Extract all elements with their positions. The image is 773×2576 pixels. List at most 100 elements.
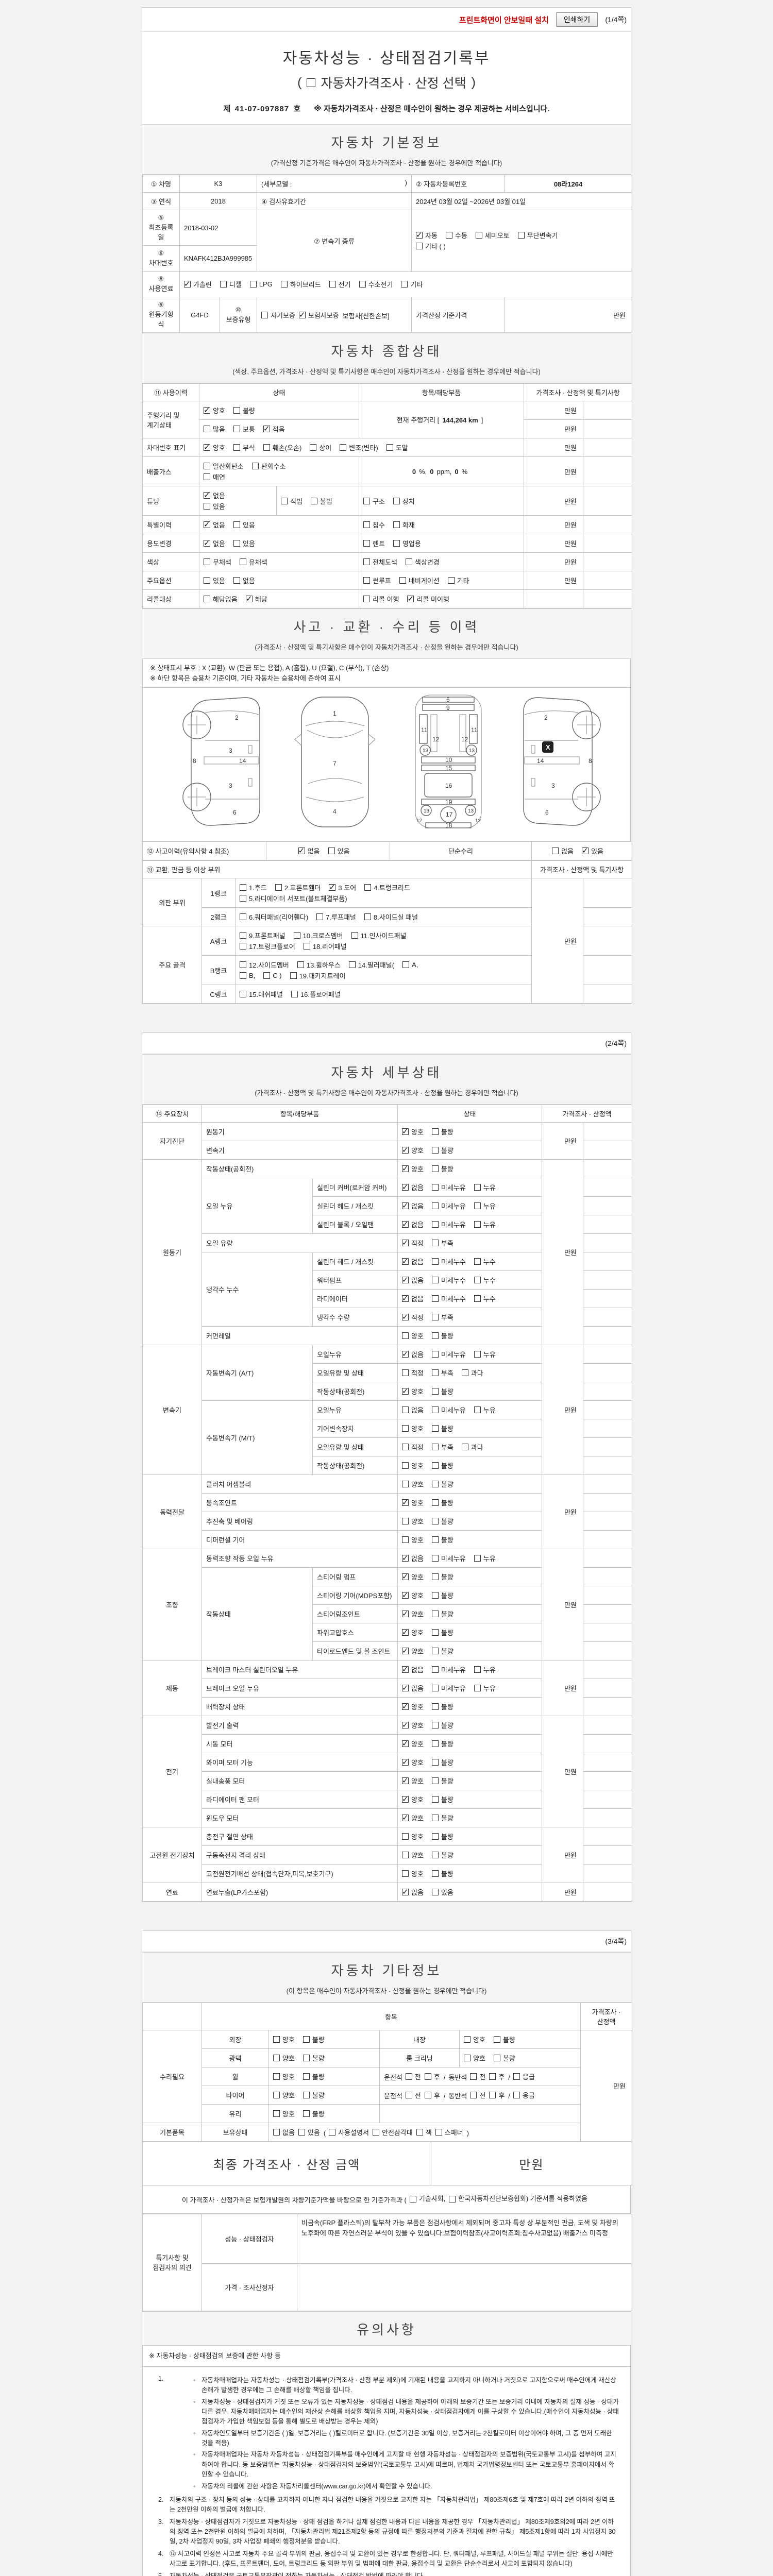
checkbox-option[interactable]: 8.사이드실 패널 [364,912,418,922]
checkbox[interactable] [474,1295,481,1302]
checkbox-option[interactable]: 없음 [402,1683,424,1693]
checkbox[interactable] [402,1852,409,1858]
checkbox[interactable] [303,2110,310,2117]
checkbox-option[interactable]: 양호 [402,1850,424,1860]
checkbox-option[interactable]: 후 [489,2090,505,2100]
checkbox[interactable] [474,1221,481,1228]
checkbox-option[interactable]: 무단변속기 [517,230,558,240]
checkbox[interactable] [431,1852,439,1858]
checkbox-option[interactable]: 불량 [431,1535,453,1545]
checkbox[interactable] [364,884,372,891]
checkbox[interactable] [402,1536,409,1543]
checkbox[interactable] [329,281,336,287]
checkbox-option[interactable]: 상이 [310,443,331,452]
checkbox[interactable] [464,2055,470,2061]
checkbox-option[interactable]: 양호 [402,1813,424,1823]
checkbox-option[interactable]: 불량 [431,1739,453,1749]
checkbox-option[interactable]: 미세누유 [431,1683,466,1693]
checkbox[interactable] [431,1277,439,1283]
checkbox[interactable] [409,2195,416,2202]
checkbox[interactable] [431,1759,439,1766]
checkbox-option[interactable]: 보통 [233,424,255,434]
checkbox[interactable] [431,1777,439,1784]
checkbox[interactable] [431,1685,439,1691]
checkbox-option[interactable]: 네비게이션 [399,575,440,585]
checkbox[interactable] [402,1238,409,1247]
checkbox[interactable] [364,913,371,920]
checkbox[interactable] [431,1833,439,1840]
checkbox-option[interactable]: 영업용 [393,538,421,548]
checkbox[interactable] [402,1145,409,1155]
checkbox[interactable] [435,2129,442,2136]
checkbox-option[interactable]: 2.프론트휀더 [275,883,321,892]
checkbox-option[interactable]: 적정 [402,1442,424,1452]
checkbox-option[interactable]: 적법 [281,496,303,506]
checkbox[interactable] [273,2036,280,2043]
checkbox[interactable] [363,521,371,528]
checkbox[interactable] [204,538,210,548]
checkbox[interactable] [280,281,288,287]
checkbox[interactable] [431,1425,439,1432]
checkbox[interactable] [293,932,300,939]
checkbox[interactable] [402,1590,409,1600]
checkbox[interactable] [310,497,317,504]
checkbox[interactable] [474,1351,481,1358]
checkbox-option[interactable]: 부식 [233,443,255,452]
checkbox-option[interactable]: 불량 [431,1702,453,1711]
checkbox[interactable] [363,497,371,504]
checkbox-option[interactable]: 유채색 [239,557,267,567]
checkbox-option[interactable]: 기타 ( ) [416,241,446,251]
checkbox[interactable] [582,846,589,855]
checkbox-option[interactable]: 양호 [402,1145,424,1155]
checkbox-option[interactable]: 누유 [474,1405,496,1415]
checkbox-option[interactable]: 미세누유 [431,1182,466,1192]
checkbox[interactable] [431,1870,439,1877]
checkbox-option[interactable]: 침수 [363,520,385,530]
checkbox[interactable] [513,2073,520,2080]
checkbox-option[interactable]: 양호 [402,1164,424,1174]
checkbox-option[interactable]: 6.쿼터패널(리어휀다) [240,912,308,922]
checkbox[interactable] [475,232,482,239]
checkbox-option[interactable]: 양호 [273,2109,295,2119]
checkbox-option[interactable]: 양호 [402,1479,424,1489]
checkbox[interactable] [431,1796,439,1803]
checkbox-option[interactable]: 색상변경 [405,557,440,567]
checkbox[interactable] [329,2129,336,2136]
checkbox-option[interactable]: 3.도어 [329,883,356,892]
checkbox[interactable] [399,577,406,584]
checkbox-option[interactable]: 적정 [402,1312,424,1322]
checkbox[interactable] [245,594,253,603]
checkbox-option[interactable]: 불법 [310,496,332,506]
checkbox[interactable] [402,1757,409,1767]
checkbox-option[interactable]: 불량 [431,1609,453,1619]
checkbox[interactable] [431,1388,439,1395]
checkbox-option[interactable]: 불량 [493,2035,515,2044]
checkbox[interactable] [402,1332,409,1339]
checkbox-option[interactable]: 누유 [474,1683,496,1693]
checkbox[interactable] [204,503,210,510]
checkbox[interactable] [431,1592,439,1599]
checkbox[interactable] [402,1444,409,1450]
checkbox-option[interactable]: 양호 [204,443,225,452]
install-notice-link[interactable]: 프린트화면이 안보일때 설치 [459,15,549,25]
checkbox[interactable] [204,463,210,469]
checkbox[interactable] [431,1499,439,1506]
checkbox[interactable] [402,1498,409,1507]
checkbox[interactable] [402,1369,409,1376]
checkbox-option[interactable]: 자동 [416,230,438,240]
checkbox[interactable] [431,1666,439,1673]
checkbox[interactable] [402,1553,409,1563]
checkbox-option[interactable]: 누수 [474,1275,496,1285]
checkbox[interactable] [431,1703,439,1710]
checkbox[interactable] [291,991,298,997]
checkbox-option[interactable]: 양호 [402,1516,424,1526]
checkbox-option[interactable]: 있음 [233,520,255,530]
checkbox[interactable] [431,1258,439,1265]
checkbox-option[interactable]: 많음 [204,424,225,434]
checkbox-option[interactable]: 부족 [431,1442,453,1452]
checkbox-option[interactable]: 양호 [402,1776,424,1786]
checkbox[interactable] [220,281,227,287]
checkbox[interactable] [424,2092,431,2098]
checkbox[interactable] [489,2092,496,2098]
checkbox[interactable] [240,972,246,979]
